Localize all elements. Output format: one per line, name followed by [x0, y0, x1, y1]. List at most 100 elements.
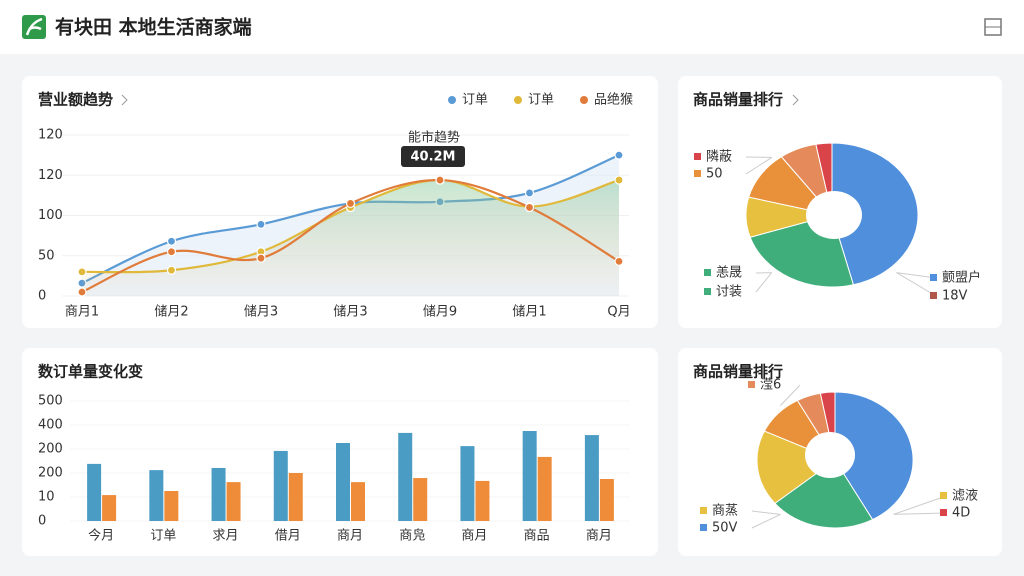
chart-title: 商品销量排行 — [693, 91, 783, 109]
legend-label: 18V — [942, 289, 968, 304]
x-tick-label: 求月 — [213, 529, 239, 544]
annotation-value: 40.2M — [410, 150, 455, 165]
bar — [351, 482, 365, 521]
bar — [87, 463, 102, 521]
legend-label: 4D — [952, 506, 970, 521]
legend-swatch — [930, 274, 937, 281]
header-bar — [0, 0, 1024, 54]
legend-swatch — [694, 170, 701, 177]
legend-label: 订单 — [528, 93, 554, 108]
legend-swatch — [704, 288, 711, 295]
legend-label: 商蒸 — [712, 504, 738, 519]
point — [614, 150, 624, 160]
leader-line — [745, 156, 773, 175]
x-tick-label: 订单 — [150, 529, 176, 544]
point — [166, 236, 177, 246]
annotation: 能市趋势 — [408, 130, 460, 146]
bar — [460, 446, 475, 521]
x-tick-label: 储月3 — [244, 305, 278, 320]
legend-label: 订单 — [462, 93, 488, 108]
area — [82, 180, 619, 296]
legend-swatch — [704, 269, 711, 276]
y-tick-label: 50 — [38, 248, 55, 263]
bar — [149, 470, 164, 521]
bar — [599, 479, 614, 521]
bar — [522, 431, 537, 521]
x-tick-label: 商月 — [461, 529, 487, 544]
tooltip-box — [401, 146, 465, 167]
x-tick-label: 商凫 — [399, 528, 425, 544]
bar — [273, 450, 288, 521]
leader-line — [896, 272, 937, 279]
slice — [831, 142, 919, 286]
leader-line — [893, 495, 947, 515]
legend-swatch — [748, 381, 755, 388]
point — [614, 256, 624, 266]
point — [166, 247, 177, 257]
bar — [288, 473, 303, 521]
leader-line — [893, 512, 947, 515]
bar — [211, 467, 226, 521]
legend-dot — [580, 96, 588, 104]
leader-line — [896, 272, 937, 297]
legend-swatch — [930, 292, 937, 299]
x-tick-label: 储月2 — [154, 305, 188, 320]
bar — [413, 478, 428, 521]
x-tick-label: 商月 — [337, 529, 363, 544]
slice — [774, 459, 874, 529]
legend-label: 50V — [712, 521, 738, 536]
legend-label: 隣蔽 — [706, 149, 732, 165]
y-tick-label: 500 — [38, 394, 63, 409]
logo-mark — [25, 17, 43, 36]
bar — [475, 480, 490, 521]
x-tick-label: 商月 — [586, 529, 612, 544]
y-tick-label: 400 — [38, 418, 63, 433]
bar — [226, 482, 241, 521]
point — [614, 175, 624, 185]
point — [524, 202, 535, 213]
donut-hole — [805, 432, 855, 478]
chevron[interactable] — [121, 94, 128, 106]
chevron[interactable] — [792, 94, 799, 106]
x-tick-label: Q月 — [607, 305, 630, 320]
leader-line — [751, 510, 781, 515]
legend-label: 滤液 — [952, 489, 978, 504]
point — [166, 265, 177, 275]
y-tick-label: 120 — [38, 168, 63, 183]
point — [256, 219, 266, 229]
leader-line — [755, 272, 773, 293]
x-tick-label: 储月1 — [512, 305, 546, 320]
app-title: 有块田 本地生活商家端 — [55, 16, 252, 39]
y-tick-label: 120 — [38, 128, 63, 143]
chart-title: 商品销量排行 — [693, 363, 783, 381]
legend-swatch — [940, 492, 947, 499]
point — [345, 198, 356, 209]
leader-line — [751, 513, 781, 529]
settings-icon[interactable] — [984, 18, 1002, 36]
legend-dot — [514, 96, 522, 104]
x-tick-label: 储月3 — [333, 305, 367, 320]
legend-swatch — [940, 509, 947, 516]
x-tick-label: 储月9 — [423, 305, 457, 320]
legend-label: 颤盟户 — [942, 270, 981, 286]
legend-swatch — [694, 153, 701, 160]
x-tick-label: 商月1 — [65, 305, 99, 320]
point — [77, 267, 87, 277]
legend-dot — [448, 96, 456, 104]
point — [77, 287, 87, 297]
bar — [398, 432, 413, 521]
point — [435, 175, 445, 185]
legend-swatch — [700, 524, 707, 531]
chart-title: 营业额趋势 — [38, 91, 113, 109]
y-tick-label: 200 — [38, 466, 63, 481]
bar — [336, 443, 350, 521]
y-tick-label: 0 — [38, 289, 46, 304]
legend-label: 恙晟 — [716, 266, 742, 281]
y-tick-label: 0 — [38, 514, 46, 529]
slice — [834, 391, 914, 521]
slice — [756, 430, 837, 505]
legend-swatch — [700, 507, 707, 514]
x-tick-label: 借月 — [275, 529, 301, 544]
